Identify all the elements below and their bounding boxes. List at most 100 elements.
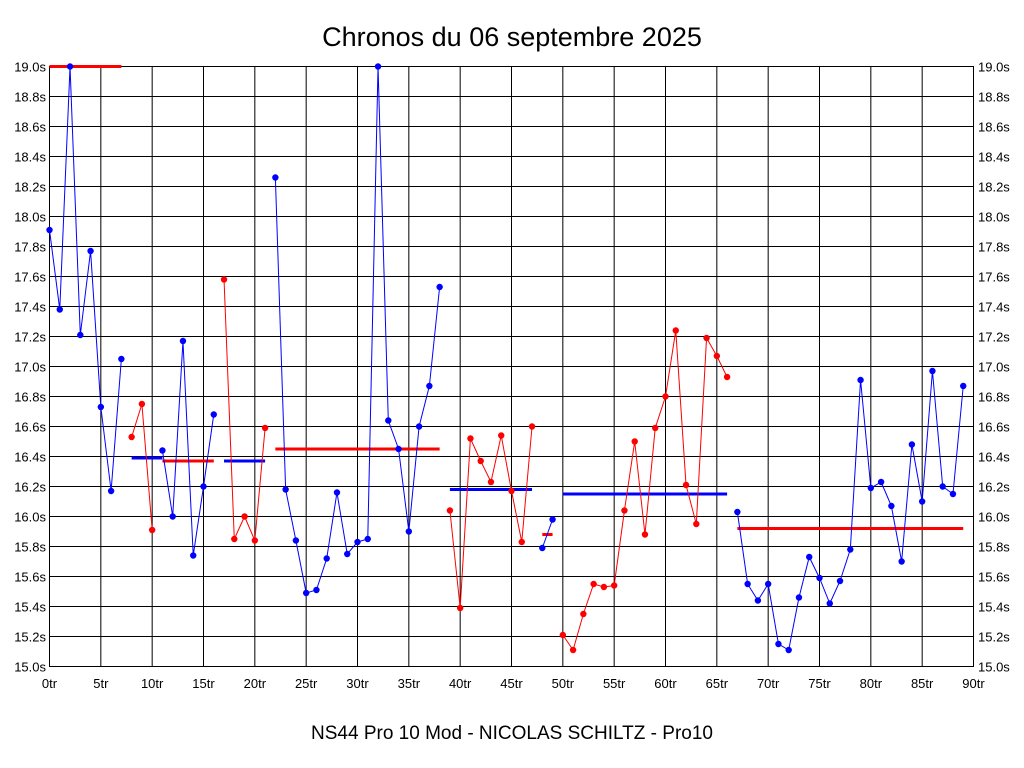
lap-time-point [313,586,320,594]
x-tick-label: 60tr [654,676,677,691]
lap-time-line [161,340,215,556]
lap-time-point [344,550,351,558]
y-tick-label-left: 18.8s [14,90,46,105]
lap-time-point [436,283,443,291]
lap-time-point [764,580,772,588]
lap-time-point [405,528,413,535]
stint-segment [220,276,269,544]
y-tick-label-left: 16.4s [14,450,46,465]
lap-time-point [549,516,556,523]
y-tick-label-right: 15.6s [978,570,1010,585]
y-tick-label-right: 17.2s [978,330,1010,345]
lap-time-point [539,544,546,552]
x-tick-label: 40tr [449,676,472,691]
lap-time-point [528,423,536,430]
y-tick-label-right: 16.0s [978,510,1010,525]
lap-time-point [754,597,762,604]
lap-time-point [498,432,505,439]
lap-time-point [179,337,187,345]
x-tick-label: 0tr [42,676,58,691]
y-tick-label-right: 15.4s [978,600,1010,615]
lap-time-point [682,481,690,489]
y-axis-labels-left: 15.0s 15.2s 15.4s 15.6s 15.8s 16.0s 16.2s 16.4s… [14,60,46,675]
lap-time-point [426,382,433,390]
chart-footer: NS44 Pro 10 Mod - NICOLAS SCHILTZ - Pro1… [311,723,713,744]
x-tick-label: 70tr [757,676,780,691]
lap-time-point [190,552,197,559]
y-tick-label-left: 15.4s [14,600,46,615]
x-tick-label: 20tr [244,676,267,691]
y-tick-label-right: 16.2s [978,480,1010,495]
y-tick-label-left: 16.8s [14,390,46,405]
lap-time-point [46,226,53,234]
stint-segment [559,327,731,654]
lap-time-point [734,508,741,516]
lap-time-line [541,519,554,549]
lap-time-point [898,558,905,565]
y-tick-label-left: 17.8s [14,240,46,255]
lap-time-point [118,355,125,363]
lap-time-point [867,484,875,492]
stint-segment [539,516,556,552]
lap-time-point [364,535,371,543]
lap-time-point [672,327,679,334]
y-tick-label-left: 18.2s [14,180,46,195]
stint-segment [734,367,967,654]
y-tick-label-left: 16.2s [14,480,46,495]
lap-time-point [159,447,166,454]
lap-time-point [138,400,146,408]
y-tick-label-right: 18.8s [978,90,1010,105]
lap-time-point [723,373,731,381]
lap-time-point [785,646,792,654]
y-tick-label-right: 16.6s [978,420,1010,435]
lap-time-point [354,538,361,546]
y-tick-label-left: 19.0s [14,60,46,75]
x-tick-label: 50tr [552,676,575,691]
lap-time-point [929,367,936,375]
lap-time-line [736,370,964,651]
lap-time-point [333,489,341,496]
y-tick-label-left: 18.4s [14,150,46,165]
y-tick-label-right: 18.2s [978,180,1010,195]
y-tick-label-right: 15.2s [978,630,1010,645]
x-tick-label: 90tr [962,676,985,691]
lap-time-point [415,423,423,430]
y-tick-label-right: 19.0s [978,60,1010,75]
lap-time-point [272,174,279,181]
x-tick-label: 25tr [295,676,318,691]
lap-time-point [847,546,854,553]
y-tick-label-left: 15.0s [14,660,46,675]
stint-segment [272,63,443,597]
lap-time-line [562,330,728,652]
lap-time-point [662,393,669,400]
x-tick-label: 80tr [860,676,883,691]
y-tick-label-left: 15.8s [14,540,46,555]
lap-time-point [610,582,618,589]
lap-time-point [148,526,156,534]
y-tick-label-right: 17.6s [978,270,1010,285]
y-tick-label-left: 17.4s [14,300,46,315]
y-tick-label-right: 16.8s [978,390,1010,405]
x-tick-label: 10tr [141,676,164,691]
x-tick-label: 15tr [192,676,215,691]
y-tick-label-left: 17.0s [14,360,46,375]
plot-area-frame [49,66,974,667]
lap-time-point [66,63,74,70]
lap-time-point [590,580,597,588]
y-tick-label-left: 15.6s [14,570,46,585]
lap-time-point [744,580,751,588]
lap-time-point [939,483,946,490]
lap-time-point [703,334,710,342]
lap-time-point [241,513,248,520]
stint-segment [46,63,125,495]
y-tick-label-left: 17.2s [14,330,46,345]
lap-time-point [77,331,84,339]
lap-time-point [816,574,823,582]
x-tick-label: 30tr [346,676,369,691]
lap-time-point [97,403,105,411]
x-tick-label: 75tr [808,676,831,691]
lap-time-point [836,577,844,585]
chart-title: Chronos du 06 septembre 2025 [322,22,702,52]
lap-time-point [713,352,721,360]
lap-time-point [960,382,967,390]
